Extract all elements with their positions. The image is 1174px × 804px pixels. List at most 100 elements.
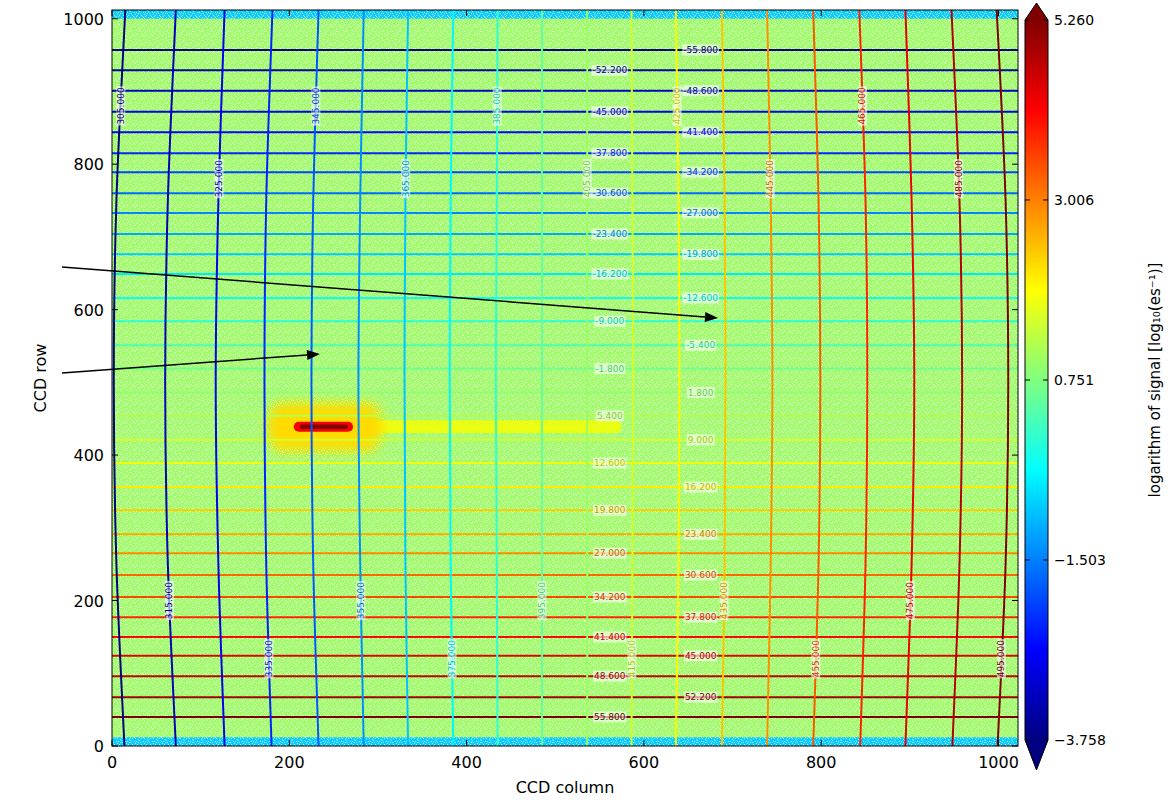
x-tick-label: 200 bbox=[274, 753, 305, 772]
image-cells bbox=[112, 10, 1018, 746]
y-tick-label: 400 bbox=[73, 446, 104, 465]
colorbar-tick bbox=[1043, 740, 1048, 741]
contour-label: 375.000 bbox=[447, 640, 457, 677]
plot-frame bbox=[112, 10, 1018, 746]
contour-line bbox=[114, 10, 126, 746]
contour-line bbox=[112, 344, 1018, 346]
contour-line bbox=[952, 10, 963, 746]
x-tick-label: 800 bbox=[806, 753, 837, 772]
label-patch bbox=[685, 340, 716, 351]
contour-label: 16.200 bbox=[685, 482, 717, 492]
contour-label: 55.800 bbox=[594, 712, 626, 722]
contour-label: 475.000 bbox=[905, 582, 915, 619]
contour-label: 19.800 bbox=[594, 505, 626, 515]
contour-label: -12.600 bbox=[683, 293, 718, 303]
contour-label: 27.000 bbox=[594, 548, 626, 558]
label-patch bbox=[596, 410, 624, 421]
chart: -55.800-52.200-48.600-45.000-41.400-37.8… bbox=[0, 0, 1174, 804]
contour-label: -9.000 bbox=[595, 316, 624, 326]
x-tick-label: 0 bbox=[107, 753, 117, 772]
contour-line bbox=[586, 10, 588, 746]
y-axis-title: CCD row bbox=[31, 344, 50, 413]
label-patch bbox=[997, 639, 1006, 678]
x-tick bbox=[289, 740, 290, 746]
y-tick bbox=[1012, 309, 1018, 310]
contour-label: 5.400 bbox=[597, 411, 623, 421]
contour-label: -30.600 bbox=[592, 188, 627, 198]
label-patch bbox=[593, 548, 627, 559]
label-patch bbox=[265, 639, 274, 678]
label-patch bbox=[720, 581, 729, 620]
contour-label: -23.400 bbox=[592, 229, 627, 239]
contour-label: 435.000 bbox=[719, 582, 729, 619]
axes: 0200400600800100002004006008001000 bbox=[63, 10, 1019, 772]
contour-line bbox=[905, 10, 914, 746]
y-tick bbox=[112, 18, 118, 19]
contour-line bbox=[112, 111, 1018, 113]
contour-line bbox=[112, 415, 1018, 417]
contour-label: -48.600 bbox=[683, 86, 718, 96]
contour-label: 48.600 bbox=[594, 671, 626, 681]
colorbar-tick bbox=[1025, 199, 1030, 200]
colorbar-tick bbox=[1025, 20, 1030, 21]
contour-label: 395.000 bbox=[537, 582, 547, 619]
contour-line bbox=[112, 552, 1018, 554]
colorbar-tick bbox=[1025, 559, 1030, 560]
contour-line bbox=[112, 716, 1018, 718]
arrow-line bbox=[62, 355, 307, 373]
y-tick bbox=[112, 746, 118, 747]
contour-line bbox=[112, 696, 1018, 698]
contour-line bbox=[112, 533, 1018, 535]
x-axis-title: CCD column bbox=[516, 778, 615, 797]
label-patch bbox=[583, 159, 592, 198]
contour-label: 365.000 bbox=[401, 160, 411, 197]
x-tick-label: 400 bbox=[451, 753, 482, 772]
colorbar-tick-label: 3.006 bbox=[1054, 192, 1094, 208]
label-patch bbox=[493, 86, 502, 125]
y-tick-label: 1000 bbox=[63, 10, 104, 29]
x-tick bbox=[998, 10, 999, 16]
label-patch bbox=[591, 188, 628, 199]
contour-line bbox=[112, 131, 1018, 133]
contour-label: -52.200 bbox=[592, 65, 627, 75]
label-patch bbox=[591, 65, 628, 76]
x-tick bbox=[643, 10, 644, 16]
contour-line bbox=[631, 10, 633, 746]
contour-label: 385.000 bbox=[492, 87, 502, 124]
contour-line bbox=[112, 253, 1018, 255]
arrow-head bbox=[705, 312, 718, 322]
label-patch bbox=[954, 159, 963, 198]
colorbar-tick bbox=[1043, 380, 1048, 381]
speckle-overlay bbox=[112, 10, 1018, 746]
contour-line bbox=[112, 439, 1018, 441]
label-patch bbox=[682, 293, 719, 304]
label-patch bbox=[591, 229, 628, 240]
contour-label: 345.000 bbox=[311, 87, 321, 124]
contour-label: 30.600 bbox=[685, 570, 717, 580]
label-patch bbox=[215, 159, 224, 198]
label-patch bbox=[356, 581, 365, 620]
label-patch bbox=[593, 631, 627, 642]
contour-line bbox=[112, 596, 1018, 598]
y-tick bbox=[1012, 18, 1018, 19]
contour-label: -45.000 bbox=[592, 107, 627, 117]
label-patch bbox=[593, 671, 627, 682]
contour-label: -41.400 bbox=[683, 127, 718, 137]
contour-label: 495.000 bbox=[996, 640, 1006, 677]
contour-line bbox=[112, 368, 1018, 370]
colorbar-tick bbox=[1043, 559, 1048, 560]
label-patch bbox=[594, 363, 625, 374]
label-patch bbox=[682, 45, 719, 56]
y-tick bbox=[1012, 600, 1018, 601]
colorbar: −3.758−1.5030.7513.0065.260logarithm of … bbox=[1025, 3, 1164, 770]
y-tick bbox=[112, 164, 118, 165]
colorbar-tick bbox=[1025, 380, 1030, 381]
contour-labels: -55.800-52.200-48.600-45.000-41.400-37.8… bbox=[116, 45, 1007, 722]
y-tick-label: 800 bbox=[73, 155, 104, 174]
contour-line bbox=[112, 152, 1018, 154]
label-patch bbox=[591, 106, 628, 117]
contour-line bbox=[112, 509, 1018, 511]
arrow-head bbox=[307, 350, 320, 360]
contour-label: -16.200 bbox=[592, 269, 627, 279]
contour-line bbox=[813, 10, 820, 746]
